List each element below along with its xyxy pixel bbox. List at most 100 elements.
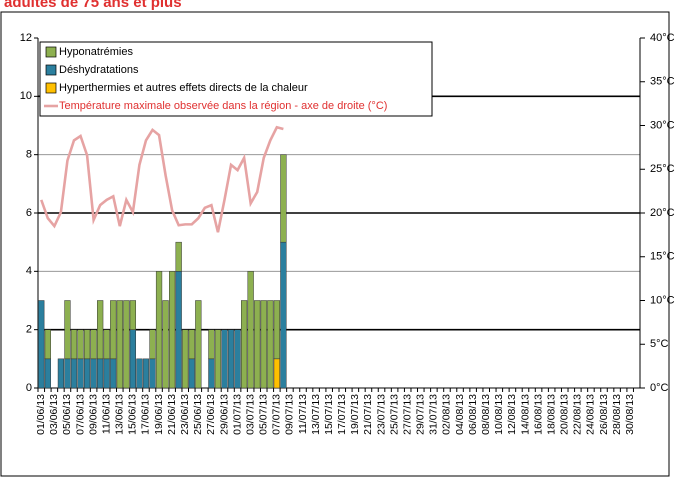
bar [149,329,156,360]
x-tick-label: 19/07/13 [349,394,361,435]
bar [103,329,110,360]
bar [221,329,228,389]
y-tick-label: 12 [20,32,32,44]
bar [110,358,117,389]
legend-swatch [45,46,57,58]
x-tick-label: 23/07/13 [375,394,387,435]
bar [175,271,182,389]
y-tick-label: 10 [20,90,32,102]
x-tick-label: 09/06/13 [87,394,99,435]
bar [208,358,215,389]
x-tick-label: 13/06/13 [114,394,126,435]
x-tick-label: 07/07/13 [271,394,283,435]
legend-swatch [45,82,57,94]
y-tick-label: 4 [26,265,32,277]
y2-tick-label: 40°C [650,32,675,44]
x-tick-label: 22/08/13 [572,394,584,435]
bar [214,329,222,389]
y2-tick-label: 15°C [650,251,675,263]
x-tick-label: 14/08/13 [519,394,531,435]
y2-tick-label: 0°C [650,382,669,394]
y2-tick-label: 30°C [650,119,675,131]
y2-tick-label: 10°C [650,294,675,306]
bar [116,300,123,389]
bar [273,300,280,360]
bar [129,329,137,389]
y-tick-label: 0 [26,382,32,394]
x-tick-label: 25/06/13 [192,394,204,435]
bar [254,300,261,389]
bar [90,329,97,360]
bar [44,329,51,360]
y-tick-label: 6 [26,207,32,219]
x-tick-label: 18/08/13 [545,394,557,435]
bar [208,329,215,360]
bar [123,300,130,389]
bar [155,271,163,389]
x-tick-label: 08/08/13 [480,394,492,435]
y2-tick-label: 25°C [650,163,675,175]
y2-tick-label: 5°C [650,338,669,350]
bar [57,358,65,389]
bar [234,329,241,389]
x-tick-label: 07/06/13 [74,394,86,435]
x-tick-label: 29/06/13 [218,394,230,435]
x-tick-label: 02/08/13 [441,394,453,435]
bar [182,329,189,389]
x-tick-label: 12/08/13 [506,394,518,435]
x-tick-label: 17/06/13 [140,394,152,435]
x-tick-label: 01/07/13 [231,394,243,435]
y-tick-label: 2 [26,324,32,336]
bar [70,329,78,360]
x-tick-label: 09/07/13 [284,394,296,435]
bar [97,358,104,389]
bar [227,329,235,389]
x-tick-label: 27/07/13 [401,394,413,435]
x-tick-label: 26/08/13 [598,394,610,435]
bar [64,300,71,360]
bar [169,271,176,389]
bar [64,358,71,389]
x-tick-label: 15/07/13 [323,394,335,435]
x-tick-label: 03/06/13 [48,394,60,435]
x-tick-label: 21/06/13 [166,394,178,435]
bar [90,358,97,389]
x-tick-label: 15/06/13 [127,394,139,435]
bar [110,300,117,360]
bar [240,300,248,389]
legend-box [39,41,433,117]
x-tick-label: 29/07/13 [415,394,427,435]
y2-tick-label: 20°C [650,207,675,219]
bar [44,358,51,389]
bar [162,300,169,389]
x-tick-label: 20/08/13 [559,394,571,435]
x-tick-label: 31/07/13 [428,394,440,435]
x-tick-label: 05/06/13 [61,394,73,435]
bar [142,358,150,389]
x-tick-label: 19/06/13 [153,394,165,435]
x-tick-label: 21/07/13 [362,394,374,435]
bar [38,300,45,389]
x-tick-label: 13/07/13 [310,394,322,435]
legend-swatch [45,64,57,76]
legend-label: Température maximale observée dans la ré… [59,100,387,112]
bar [267,300,274,389]
bar [129,300,137,330]
bar [247,271,254,389]
bar [149,358,156,389]
x-tick-label: 05/07/13 [258,394,270,435]
bar [195,300,202,389]
x-tick-label: 03/07/13 [244,394,256,435]
x-tick-label: 23/06/13 [179,394,191,435]
x-tick-label: 17/07/13 [336,394,348,435]
x-tick-label: 27/06/13 [205,394,217,435]
bar [175,241,182,272]
legend-label: Déshydratations [59,64,139,76]
x-tick-label: 06/08/13 [467,394,479,435]
bar [97,300,104,360]
y-tick-label: 8 [26,149,32,161]
x-tick-label: 11/06/13 [100,394,112,434]
x-tick-label: 25/07/13 [388,394,400,435]
x-tick-label: 28/08/13 [611,394,623,435]
